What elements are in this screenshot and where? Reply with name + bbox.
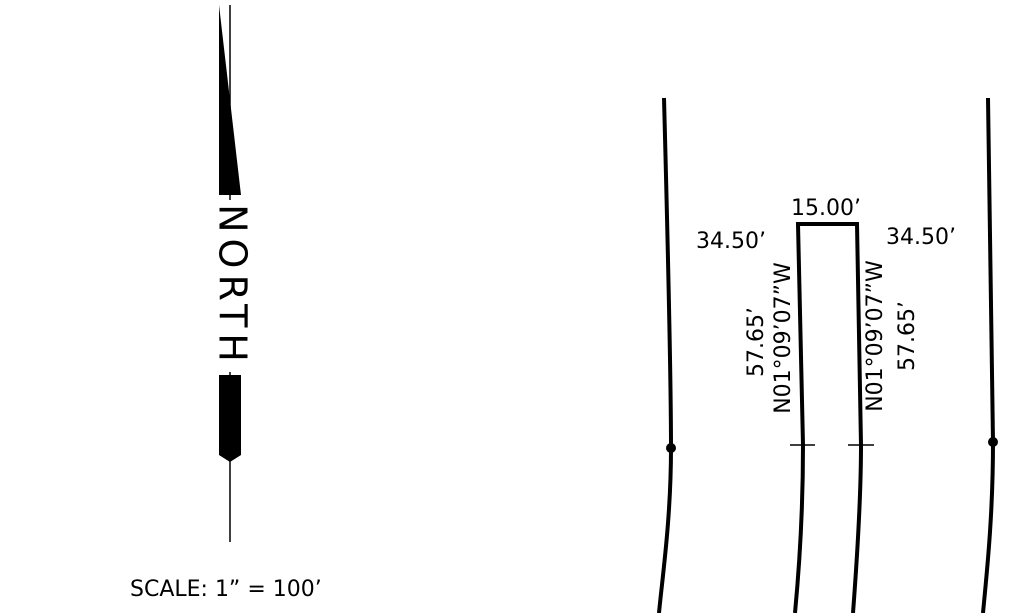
left-distance: 57.65’ xyxy=(744,307,769,377)
label-bg xyxy=(216,200,244,372)
lot-outline xyxy=(793,222,864,613)
left-bearing: N01°09’07”W xyxy=(771,262,796,414)
street-line-right xyxy=(981,97,996,613)
right-distance: 57.65’ xyxy=(895,301,920,371)
left-offset: 34.50’ xyxy=(696,229,766,254)
north-label: NORTH xyxy=(211,204,255,368)
arrow-tail xyxy=(219,375,241,462)
street-line-left xyxy=(657,97,674,613)
scale-label: SCALE: 1” = 100’ xyxy=(130,577,322,602)
right-offset: 34.50’ xyxy=(886,225,956,250)
right-bearing: N01°09’07”W xyxy=(863,260,888,412)
front-dimension: 15.00’ xyxy=(791,196,861,221)
north-arrow: NORTH xyxy=(211,5,255,542)
curve-point xyxy=(988,437,998,447)
curve-point xyxy=(666,443,676,453)
arrow-head xyxy=(219,5,241,195)
